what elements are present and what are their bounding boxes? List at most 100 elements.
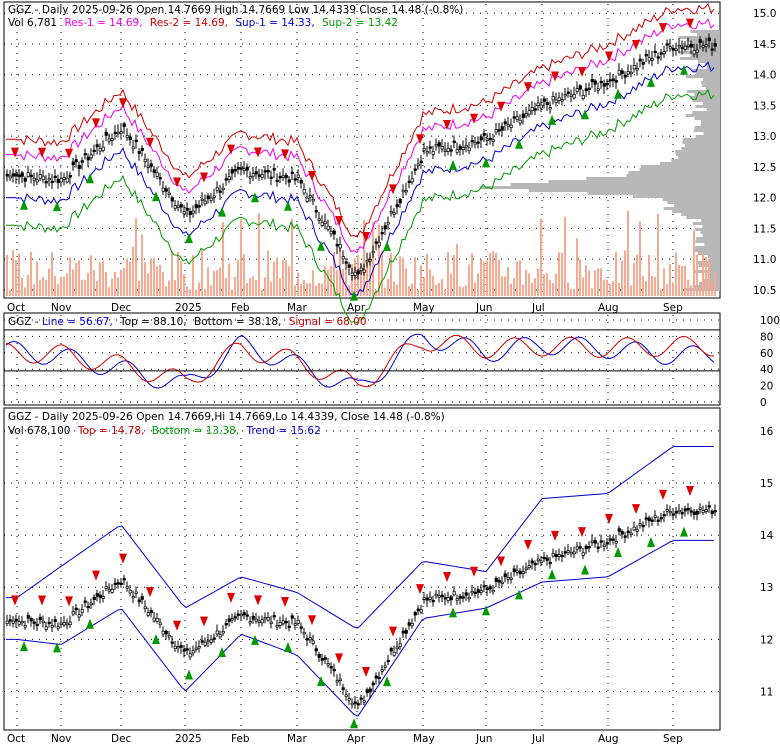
volume-profile-bar [681, 213, 720, 216]
volume-bar [414, 257, 416, 296]
oscillator-y-tick-label: 60 [760, 348, 773, 360]
volume-bar [162, 272, 164, 296]
price-up-arrow [449, 159, 457, 170]
trend-candle-body [605, 542, 609, 545]
trend-up-arrow [647, 536, 655, 547]
price-candle-body [617, 69, 621, 75]
price-candle-body [467, 147, 471, 152]
price-candle-body [56, 179, 60, 184]
price-candle-body [632, 65, 636, 70]
price-candle-body [557, 97, 561, 101]
price-candle-body [107, 138, 111, 142]
price-candle-body [161, 187, 165, 192]
trend-candle-body [695, 510, 699, 515]
price-candle-body [47, 177, 51, 181]
trend-candle-body [194, 647, 198, 650]
price-candle-body [701, 45, 705, 48]
price-candle-body [623, 74, 627, 78]
trend-candle-body [653, 515, 657, 518]
price-candle-body [53, 175, 57, 178]
trend-candle-body [269, 621, 273, 625]
volume-bar [642, 276, 644, 296]
trend-candle-body [104, 586, 108, 589]
volume-bar [27, 275, 29, 296]
trend-candle-body [347, 698, 351, 701]
trend-candle-body [707, 505, 711, 508]
volume-profile-bar [697, 252, 720, 255]
volume-bar [675, 252, 677, 296]
volume-profile-bar [692, 111, 720, 114]
volume-profile-bar [704, 63, 720, 66]
trend-candle-body [110, 588, 114, 593]
volume-bar [588, 270, 590, 296]
volume-bar [111, 278, 113, 296]
volume-bar [153, 258, 155, 296]
price-down-arrow [308, 170, 316, 181]
price-down-arrow [146, 137, 154, 148]
price-candle-body [182, 211, 186, 215]
price-candle-body [614, 79, 618, 83]
panel1-legend: Vol 6,781 Res-1 = 14.69, Res-2 = 14.69, … [8, 17, 398, 29]
volume-bar [267, 250, 269, 296]
volume-bar [630, 285, 632, 296]
price-down-arrow [605, 51, 613, 62]
price-candle-body [383, 225, 387, 230]
volume-profile-bar [702, 234, 720, 237]
price-candle-body [302, 189, 306, 194]
trend-candle-body [428, 596, 432, 600]
trend-candle-body [56, 626, 60, 629]
volume-bar [186, 286, 188, 296]
volume-profile-bar [704, 243, 720, 246]
volume-bar [129, 261, 131, 296]
price-candle-body [692, 50, 696, 55]
trend-down-arrow [605, 513, 613, 524]
volume-bar [30, 252, 32, 296]
trend-down-arrow [92, 570, 100, 581]
trend-candle-body [17, 621, 21, 625]
volume-profile-bar [701, 84, 720, 87]
price-down-arrow [686, 18, 694, 29]
trend-down-arrow [38, 595, 46, 606]
trend-candle-body [593, 540, 597, 544]
trend-candle-body [368, 688, 372, 693]
trend-candle-body [11, 620, 15, 624]
trend-candle-body [68, 621, 72, 625]
trend-candle-body [242, 612, 246, 616]
volume-bar [552, 283, 554, 296]
trend-down-arrow [173, 620, 181, 631]
trend-candle-body [260, 619, 264, 624]
oscillator-lines [4, 329, 720, 389]
trend-down-arrow [632, 504, 640, 515]
volume-bar [405, 268, 407, 296]
price-x-tick-label: Nov [51, 302, 72, 314]
trend-candle-body [287, 625, 291, 628]
price-candle-body [221, 187, 225, 191]
price-up-arrow [317, 240, 325, 251]
price-candles [5, 33, 717, 281]
volume-bar [468, 264, 470, 296]
trend-candle-body [47, 621, 51, 625]
oscillator-panel-frame [3, 312, 721, 406]
price-x-tick-label: Jul [531, 302, 545, 314]
volume-bar [96, 281, 98, 296]
volume-bar [696, 254, 698, 296]
trend-candle-body [386, 659, 390, 663]
trend-candle-body [311, 640, 315, 644]
volume-bar [531, 282, 533, 296]
price-candle-body [272, 168, 276, 171]
trend-candle-body [20, 620, 24, 624]
trend-candle-body [320, 658, 324, 661]
trend-up-arrow [680, 526, 688, 537]
price-up-arrow [680, 64, 688, 75]
volume-profile-bar [686, 90, 720, 93]
trend-candle-body [329, 665, 333, 669]
trend-candle-body [401, 630, 405, 634]
price-candle-body [200, 198, 204, 202]
trend-candle-body [689, 510, 693, 513]
volume-profile-bar [706, 108, 720, 111]
volume-bar [375, 289, 377, 296]
price-up-arrow [284, 200, 292, 211]
price-y-tick-label: 14.5 [753, 39, 776, 51]
price-candle-body [293, 178, 297, 181]
